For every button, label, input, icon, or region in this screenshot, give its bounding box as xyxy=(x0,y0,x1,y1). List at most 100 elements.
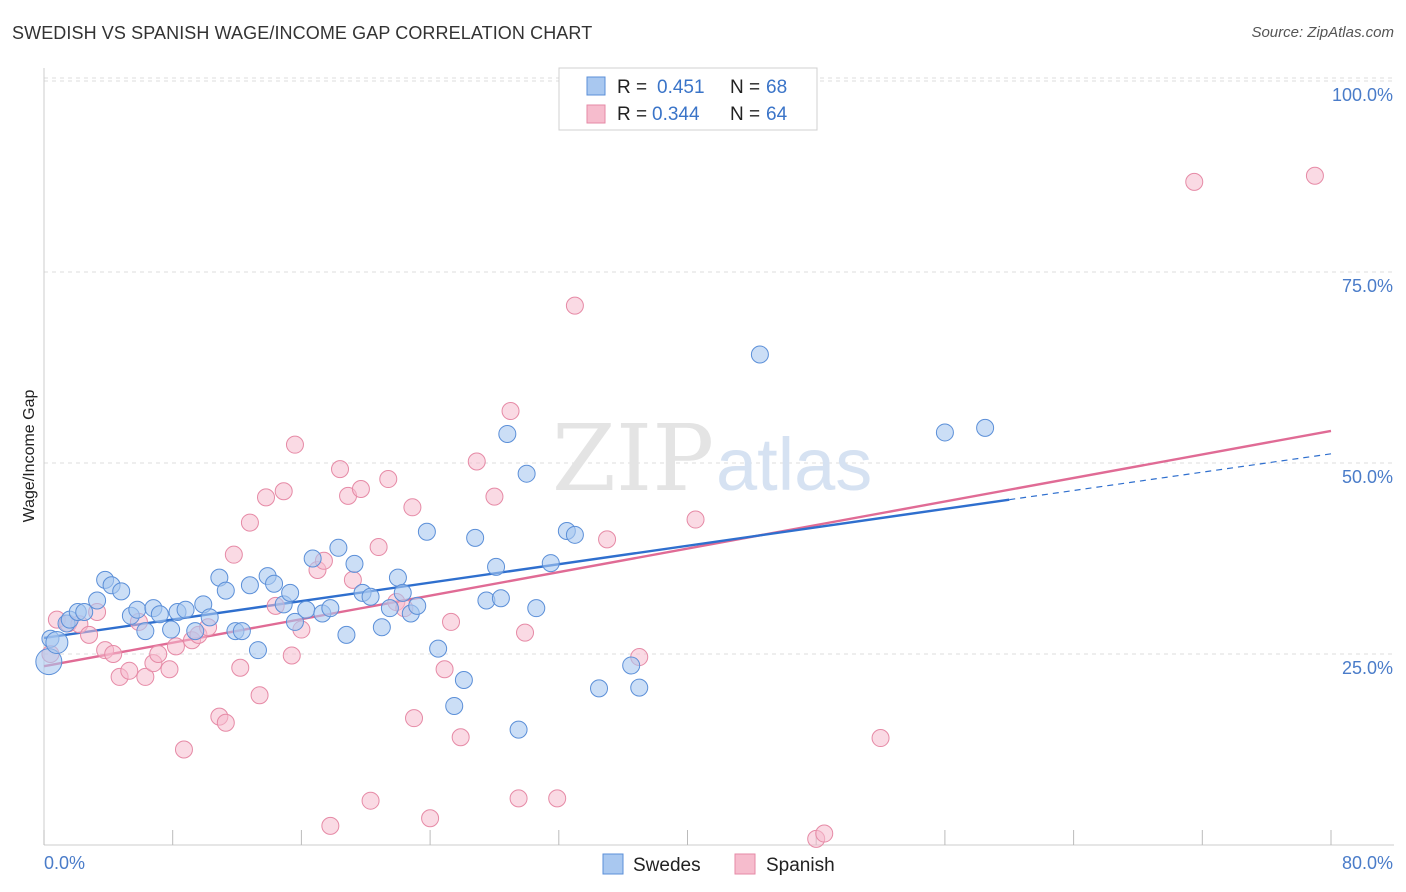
swedes-point xyxy=(976,418,995,437)
legend-r-value-swedes: 0.451 xyxy=(657,77,705,98)
swedes-point xyxy=(128,600,147,619)
spanish-point xyxy=(361,791,380,810)
legend-n-value-spanish: 64 xyxy=(766,104,788,125)
swedes-point xyxy=(565,525,584,544)
legend-n-label-spanish: N = xyxy=(730,104,760,125)
spanish-point xyxy=(120,661,139,680)
legend-box: R = 0.451 N = 68 R = 0.344 N = 64 xyxy=(558,67,818,131)
watermark-atlas: atlas xyxy=(716,423,872,506)
spanish-point xyxy=(405,709,424,728)
bottom-legend-swatch-spanish xyxy=(734,853,756,875)
spanish-trend-line xyxy=(43,429,1332,668)
spanish-point xyxy=(282,646,301,665)
swedes-point xyxy=(487,557,506,576)
swedes-point xyxy=(150,605,169,624)
swedes-point xyxy=(388,568,407,587)
x-tick-label-min: 0.0% xyxy=(44,853,85,873)
swedes-point xyxy=(361,587,380,606)
swedes-points xyxy=(35,345,995,739)
swedes-point xyxy=(216,581,235,600)
y-tick-label: 100.0% xyxy=(1332,85,1393,105)
swedes-point xyxy=(240,576,259,595)
spanish-point xyxy=(467,452,486,471)
spanish-point xyxy=(379,470,398,489)
spanish-point xyxy=(516,623,535,642)
spanish-point xyxy=(548,789,567,808)
watermark-zip: ZIP xyxy=(552,405,714,512)
swedes-point xyxy=(491,589,510,608)
swedes-point xyxy=(517,464,536,483)
swedes-point xyxy=(176,600,195,619)
swedes-point xyxy=(345,554,364,573)
legend-swatch-spanish xyxy=(586,104,606,124)
spanish-point xyxy=(149,645,168,663)
swedes-point xyxy=(45,631,69,655)
swedes-point xyxy=(75,602,94,621)
axes xyxy=(43,68,1394,846)
chart-title: SWEDISH VS SPANISH WAGE/INCOME GAP CORRE… xyxy=(12,23,593,43)
swedes-point xyxy=(88,591,107,610)
swedes-point xyxy=(935,423,954,442)
swedes-point xyxy=(232,622,251,641)
spanish-point xyxy=(174,740,193,759)
y-tick-labels: 25.0% 50.0% 75.0% 100.0% xyxy=(1332,85,1393,678)
grid-lines xyxy=(44,77,1394,655)
spanish-point xyxy=(231,658,250,677)
watermark: ZIP atlas xyxy=(552,405,872,512)
swedes-point xyxy=(509,720,528,739)
spanish-point xyxy=(331,460,350,479)
bottom-legend-swatch-swedes xyxy=(602,853,624,875)
swedes-point xyxy=(380,599,399,618)
spanish-point xyxy=(80,625,99,644)
swedes-point xyxy=(200,608,219,627)
spanish-point xyxy=(451,728,470,747)
spanish-point xyxy=(240,513,259,532)
swedes-point xyxy=(329,538,348,557)
swedes-point xyxy=(622,656,641,675)
spanish-point xyxy=(274,482,293,501)
spanish-point xyxy=(136,667,155,686)
swedes-point xyxy=(281,583,300,602)
spanish-point xyxy=(1185,172,1204,191)
spanish-point xyxy=(104,645,123,663)
swedes-point xyxy=(265,574,284,593)
spanish-point xyxy=(216,713,235,732)
spanish-point xyxy=(351,479,370,498)
swedes-point xyxy=(429,639,448,658)
spanish-point xyxy=(285,435,304,454)
legend-n-label-swedes: N = xyxy=(730,77,760,98)
legend-r-value-spanish: 0.344 xyxy=(652,104,700,125)
spanish-point xyxy=(224,545,243,564)
swedes-point xyxy=(750,345,769,364)
swedes-point xyxy=(186,622,205,641)
swedes-point xyxy=(393,583,412,602)
swedes-point xyxy=(136,622,155,641)
spanish-point xyxy=(160,660,179,679)
spanish-point xyxy=(257,488,276,507)
swedes-point xyxy=(297,600,316,619)
y-tick-label: 75.0% xyxy=(1342,276,1393,296)
y-axis-label: Wage/Income Gap xyxy=(21,390,38,523)
spanish-point xyxy=(686,510,705,529)
swedes-point xyxy=(112,582,131,601)
bottom-legend-label-swedes: Swedes xyxy=(633,855,701,876)
x-tick-label-max: 80.0% xyxy=(1342,853,1393,873)
swedes-point xyxy=(417,522,436,541)
swedes-point xyxy=(454,670,473,689)
bottom-legend-label-spanish: Spanish xyxy=(766,855,835,876)
spanish-point xyxy=(435,660,454,679)
spanish-point xyxy=(501,402,520,421)
spanish-point xyxy=(871,729,890,748)
swedes-point xyxy=(321,599,340,618)
spanish-point xyxy=(565,296,584,315)
source-label: Source: ZipAtlas.com xyxy=(1251,24,1394,41)
swedes-point xyxy=(162,620,181,639)
swedes-point xyxy=(466,528,485,547)
spanish-point xyxy=(250,686,269,705)
swedes-point xyxy=(248,641,267,660)
y-tick-label: 50.0% xyxy=(1342,467,1393,487)
spanish-point xyxy=(369,538,388,557)
legend-r-label-spanish: R = xyxy=(617,104,647,125)
spanish-point xyxy=(1305,166,1324,185)
